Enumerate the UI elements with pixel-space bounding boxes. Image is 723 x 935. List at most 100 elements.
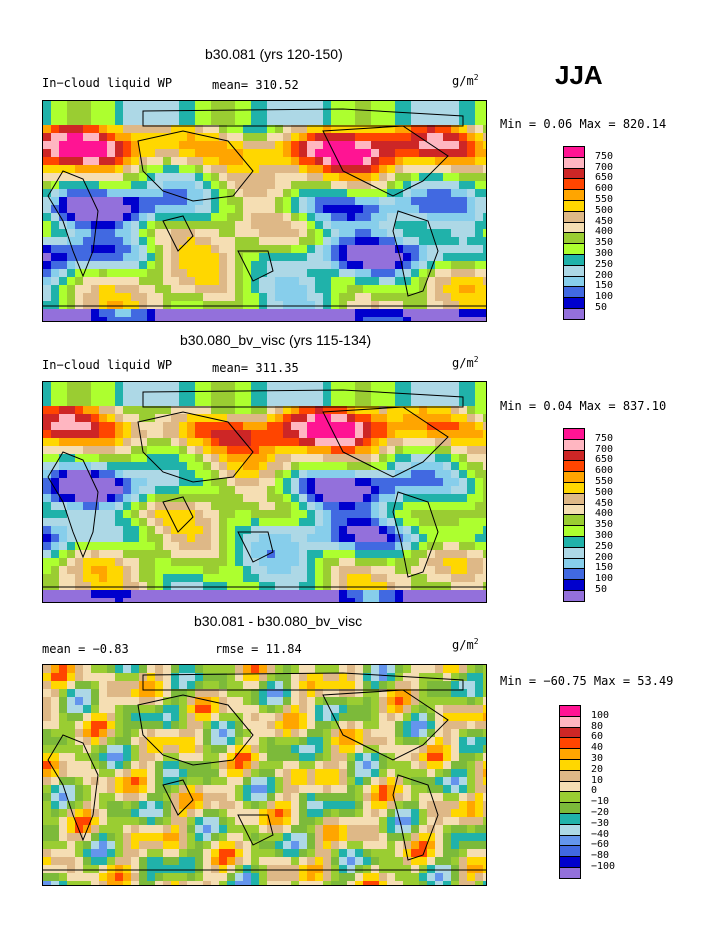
heatmap-cell xyxy=(411,825,420,834)
heatmap-cell xyxy=(427,542,436,551)
heatmap-cell xyxy=(451,165,460,174)
heatmap-cell xyxy=(267,309,276,318)
colorbar-tick-label: 550 xyxy=(595,194,614,205)
heatmap-cell xyxy=(243,390,252,399)
heatmap-cell xyxy=(259,494,268,503)
heatmap-cell xyxy=(235,390,244,399)
heatmap-cell xyxy=(355,293,364,302)
heatmap-cell xyxy=(331,689,340,698)
heatmap-cell xyxy=(283,833,292,842)
heatmap-cell xyxy=(187,705,196,714)
heatmap-cell xyxy=(99,510,108,519)
heatmap-cell xyxy=(387,745,396,754)
heatmap-cell xyxy=(227,149,236,158)
heatmap-cell xyxy=(83,753,92,762)
heatmap-cell xyxy=(187,309,196,318)
heatmap-cell xyxy=(99,817,108,826)
heatmap-cell xyxy=(123,833,132,842)
heatmap-cell xyxy=(163,414,172,423)
heatmap-cell xyxy=(427,390,436,399)
heatmap-cell xyxy=(115,165,124,174)
heatmap-cell xyxy=(195,157,204,166)
heatmap-cell xyxy=(67,681,76,690)
heatmap-cell xyxy=(339,309,348,318)
heatmap-cell xyxy=(291,382,300,391)
heatmap-cell xyxy=(107,777,116,786)
heatmap-cell xyxy=(315,825,324,834)
heatmap-cell xyxy=(43,526,52,535)
heatmap-cell xyxy=(371,398,380,407)
heatmap-cell xyxy=(467,454,476,463)
heatmap-cell xyxy=(267,165,276,174)
heatmap-cell xyxy=(459,486,468,495)
heatmap-cell xyxy=(83,149,92,158)
heatmap-cell xyxy=(363,245,372,254)
heatmap-cell xyxy=(123,777,132,786)
heatmap-cell xyxy=(67,117,76,126)
heatmap-cell xyxy=(179,133,188,142)
heatmap-cell xyxy=(427,205,436,214)
heatmap-cell xyxy=(147,721,156,730)
heatmap-cell xyxy=(59,526,68,535)
heatmap-cell xyxy=(51,841,60,850)
heatmap-cell xyxy=(283,390,292,399)
heatmap-cell xyxy=(67,510,76,519)
heatmap-cell xyxy=(99,590,108,599)
heatmap-cell xyxy=(131,430,140,439)
heatmap-cell xyxy=(443,841,452,850)
heatmap-cell xyxy=(299,721,308,730)
heatmap-cell xyxy=(267,398,276,407)
heatmap-cell xyxy=(323,598,332,602)
heatmap-cell xyxy=(187,438,196,447)
heatmap-cell xyxy=(427,438,436,447)
heatmap-cell xyxy=(115,149,124,158)
heatmap-cell xyxy=(291,542,300,551)
heatmap-cell xyxy=(251,101,260,110)
heatmap-cell xyxy=(75,665,84,674)
heatmap-cell xyxy=(227,582,236,591)
heatmap-cell xyxy=(251,542,260,551)
heatmap-cell xyxy=(475,390,484,399)
heatmap-cell xyxy=(291,197,300,206)
heatmap-cell xyxy=(251,761,260,770)
heatmap-cell xyxy=(187,253,196,262)
heatmap-cell xyxy=(179,881,188,885)
heatmap-cell xyxy=(419,181,428,190)
heatmap-cell xyxy=(275,277,284,286)
heatmap-cell xyxy=(67,745,76,754)
heatmap-cell xyxy=(139,817,148,826)
heatmap-cell xyxy=(459,777,468,786)
colorbar-tick-label: 60 xyxy=(591,731,604,743)
heatmap-cell xyxy=(67,705,76,714)
heatmap-cell xyxy=(307,101,316,110)
heatmap-cell xyxy=(227,745,236,754)
heatmap-cell xyxy=(467,414,476,423)
heatmap-cell xyxy=(315,833,324,842)
heatmap-cell xyxy=(315,245,324,254)
heatmap-cell xyxy=(259,133,268,142)
panel-2-units: g/m2 xyxy=(452,355,479,370)
heatmap-cell xyxy=(467,697,476,706)
heatmap-cell xyxy=(315,237,324,246)
heatmap-cell xyxy=(211,109,220,118)
heatmap-cell xyxy=(259,785,268,794)
heatmap-cell xyxy=(419,149,428,158)
heatmap-cell xyxy=(323,582,332,591)
heatmap-cell xyxy=(219,817,228,826)
heatmap-cell xyxy=(443,438,452,447)
heatmap-cell xyxy=(83,849,92,858)
heatmap-cell xyxy=(83,705,92,714)
heatmap-cell xyxy=(187,777,196,786)
heatmap-cell xyxy=(83,769,92,778)
heatmap-cell xyxy=(379,133,388,142)
heatmap-cell xyxy=(123,285,132,294)
heatmap-cell xyxy=(43,245,52,254)
heatmap-cell xyxy=(75,745,84,754)
heatmap-cell xyxy=(411,833,420,842)
heatmap-cell xyxy=(483,697,486,706)
heatmap-cell xyxy=(483,881,486,885)
heatmap-cell xyxy=(427,590,436,599)
heatmap-cell xyxy=(235,293,244,302)
heatmap-cell xyxy=(467,510,476,519)
heatmap-cell xyxy=(355,582,364,591)
